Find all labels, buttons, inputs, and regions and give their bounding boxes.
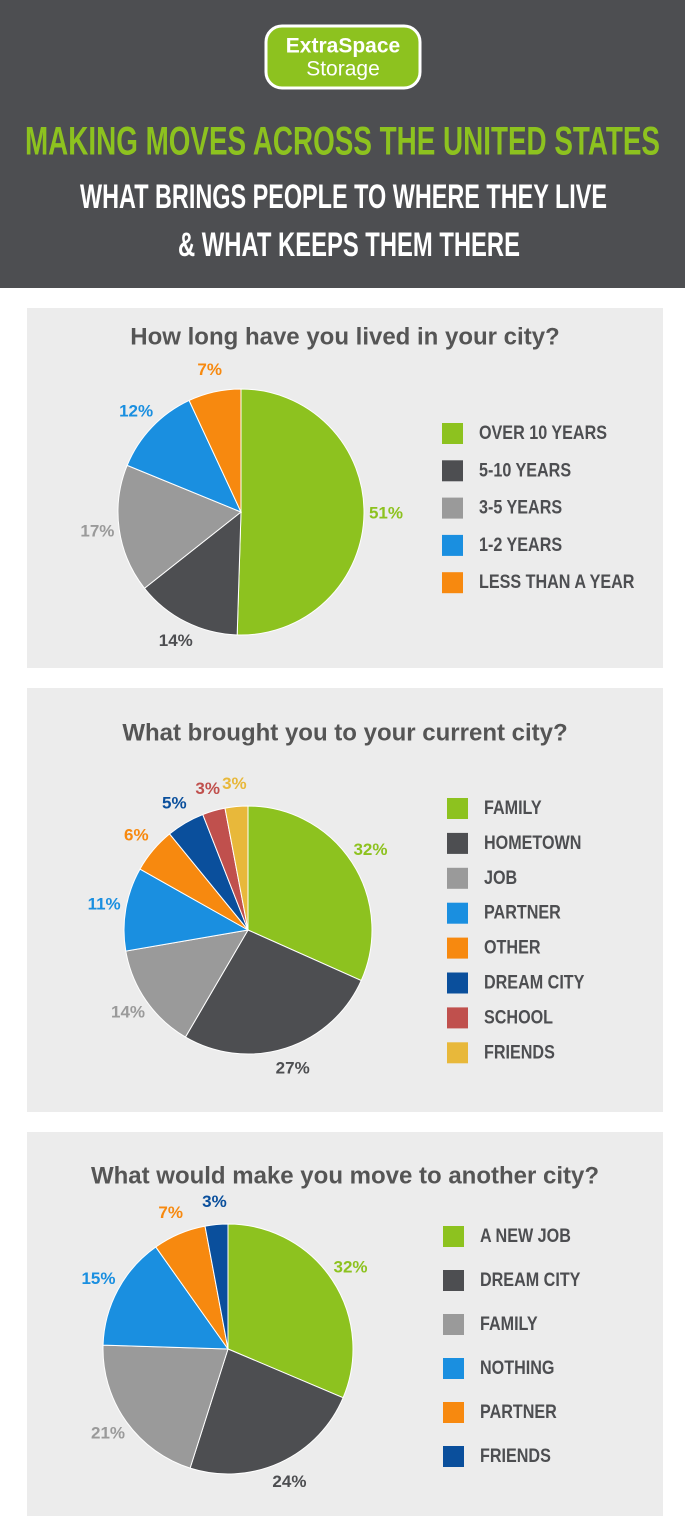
legend-swatch xyxy=(443,1402,464,1423)
subtitle: WHAT BRINGS PEOPLE TO WHERE THEY LIVE xyxy=(80,178,607,216)
pie-slice xyxy=(227,1223,354,1399)
slice-label: 12% xyxy=(119,401,153,420)
legend-label: DREAM CITY xyxy=(480,1269,581,1291)
pie-slice xyxy=(204,1223,229,1350)
legend-label: FRIENDS xyxy=(484,1041,555,1063)
logo-text: Storage xyxy=(306,58,380,81)
legend-swatch xyxy=(442,460,463,482)
legend-swatch xyxy=(447,832,468,854)
legend-swatch xyxy=(442,497,463,519)
slice-label: 5% xyxy=(162,793,187,812)
slice-label: 11% xyxy=(88,895,121,914)
chart-title: What brought you to your current city? xyxy=(122,719,567,746)
pie-slice xyxy=(224,805,249,931)
legend-swatch xyxy=(443,1226,464,1247)
slice-label: 3% xyxy=(202,1192,227,1211)
slice-label: 3% xyxy=(195,779,220,798)
slice-label: 17% xyxy=(80,522,114,541)
main-title: MAKING MOVES ACROSS THE UNITED STATES xyxy=(25,120,660,164)
pie-slice xyxy=(247,805,373,982)
logo-text: ExtraSpace xyxy=(286,35,400,58)
legend-label: OVER 10 YEARS xyxy=(479,422,607,444)
slice-label: 14% xyxy=(111,1003,145,1022)
legend-swatch xyxy=(443,1270,464,1291)
legend-swatch xyxy=(443,1358,464,1379)
pie-slice xyxy=(102,1344,229,1469)
slice-label: 3% xyxy=(222,774,247,793)
logo-box xyxy=(264,24,422,90)
slice-label: 24% xyxy=(272,1472,306,1491)
slice-label: 51% xyxy=(369,504,403,523)
slice-label: 14% xyxy=(159,631,193,650)
pie-slice xyxy=(143,510,242,636)
slice-label: 32% xyxy=(334,1257,368,1276)
pie-slice xyxy=(184,929,362,1055)
legend-label: PARTNER xyxy=(484,901,561,923)
pie-slice xyxy=(236,388,365,636)
slice-label: 7% xyxy=(158,1203,183,1222)
legend-swatch xyxy=(442,423,463,444)
legend-label: 3-5 YEARS xyxy=(479,496,562,518)
legend-label: HOMETOWN xyxy=(484,832,581,854)
legend-swatch xyxy=(447,937,468,959)
slice-label: 27% xyxy=(276,1058,310,1077)
legend-swatch xyxy=(443,1314,464,1335)
legend-label: A NEW JOB xyxy=(480,1225,571,1247)
pie-slice xyxy=(123,868,250,952)
legend-swatch xyxy=(442,534,463,556)
legend-label: DREAM CITY xyxy=(484,971,585,993)
legend-label: JOB xyxy=(484,867,517,889)
chart-title: What would make you move to another city… xyxy=(91,1162,599,1189)
legend-label: FAMILY xyxy=(480,1313,538,1335)
legend-swatch xyxy=(447,972,468,994)
legend-swatch xyxy=(447,867,468,889)
slice-label: 7% xyxy=(197,360,222,379)
slice-label: 6% xyxy=(124,825,149,844)
pie-slice xyxy=(102,1246,229,1350)
legend-label: PARTNER xyxy=(480,1401,557,1423)
legend-label: FRIENDS xyxy=(480,1445,551,1467)
legend-label: FAMILY xyxy=(484,797,542,819)
legend-label: OTHER xyxy=(484,936,541,958)
legend-swatch xyxy=(447,798,468,819)
legend-swatch xyxy=(447,1007,468,1029)
slice-label: 32% xyxy=(353,840,387,859)
pie-slice xyxy=(126,399,242,513)
chart-title: How long have you lived in your city? xyxy=(130,323,559,350)
legend-swatch xyxy=(447,902,468,924)
legend-label: 1-2 YEARS xyxy=(479,534,562,556)
pie-slice xyxy=(188,388,242,513)
pie-slice xyxy=(125,929,249,1038)
legend-label: SCHOOL xyxy=(484,1006,553,1028)
legend-swatch xyxy=(447,1042,468,1064)
slice-label: 21% xyxy=(91,1423,125,1442)
subtitle: & WHAT KEEPS THEM THERE xyxy=(178,226,520,264)
legend-swatch xyxy=(442,572,463,594)
legend-label: LESS THAN A YEAR xyxy=(479,571,635,593)
pie-slice xyxy=(189,1348,344,1475)
legend-swatch xyxy=(443,1446,464,1467)
slice-label: 15% xyxy=(81,1269,115,1288)
pie-slice xyxy=(117,464,242,589)
legend-label: NOTHING xyxy=(480,1357,554,1379)
legend-label: 5-10 YEARS xyxy=(479,459,571,481)
